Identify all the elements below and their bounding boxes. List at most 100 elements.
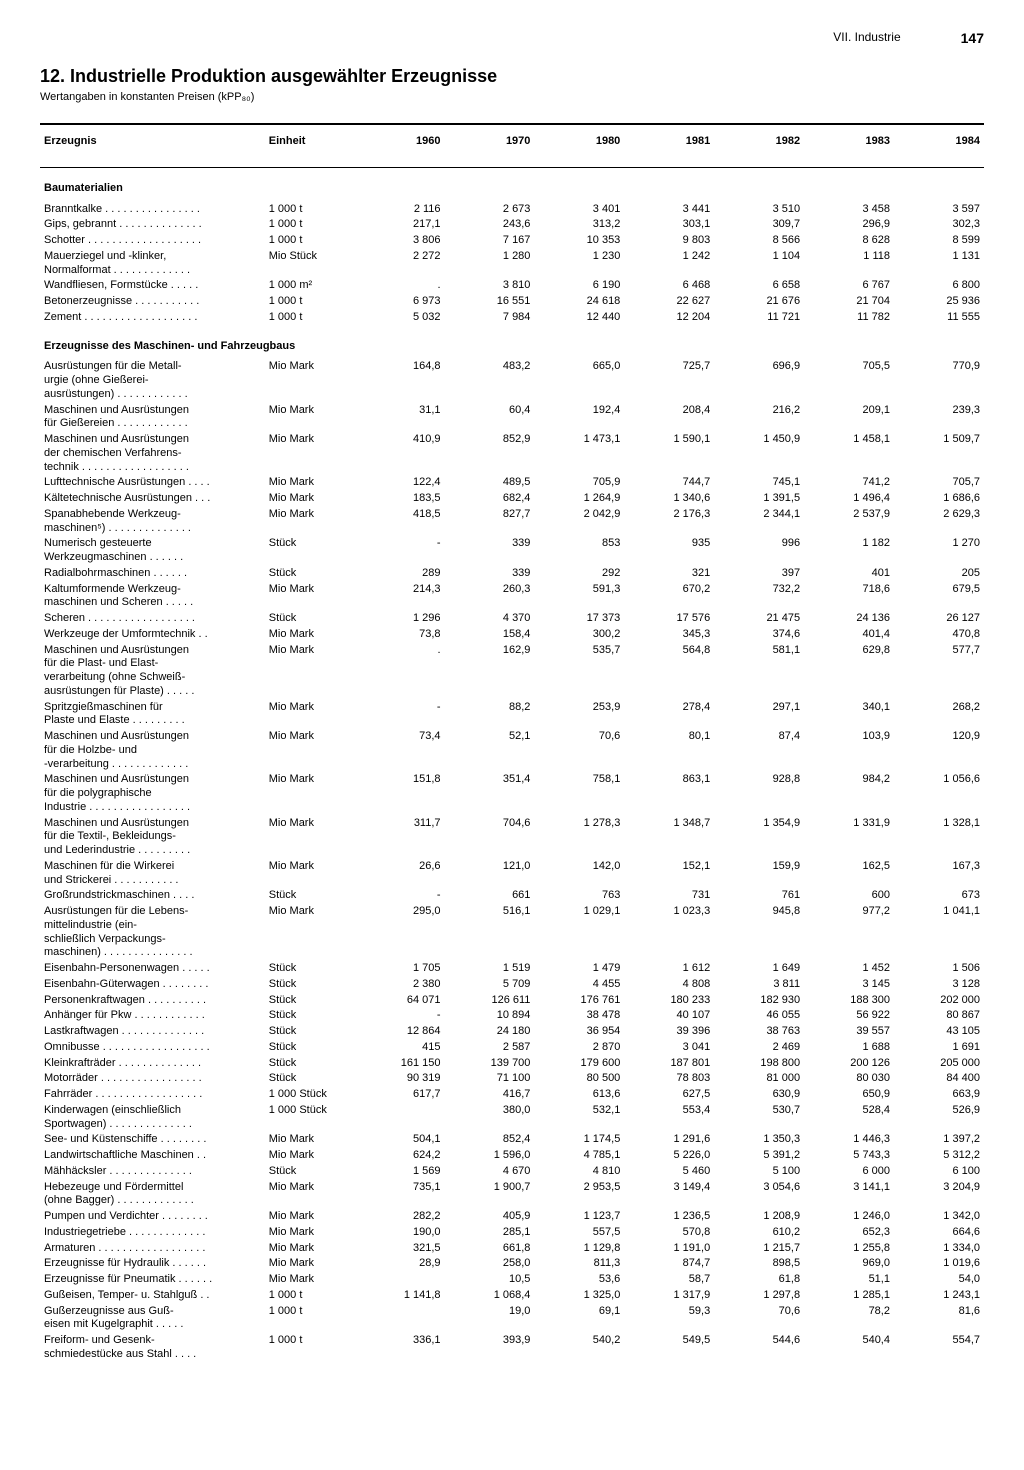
value-cell: 945,8 bbox=[714, 904, 804, 961]
value-cell: 1 182 bbox=[804, 536, 894, 566]
value-cell: 1 174,5 bbox=[534, 1132, 624, 1148]
value-cell: 179 600 bbox=[534, 1056, 624, 1072]
table-row: Kinderwagen (einschließlich Sportwagen) … bbox=[40, 1103, 984, 1133]
value-cell: 6 658 bbox=[714, 278, 804, 294]
table-row: Maschinen und Ausrüstungen der chemische… bbox=[40, 432, 984, 475]
value-cell: 10,5 bbox=[445, 1272, 535, 1288]
value-cell: 214,3 bbox=[355, 582, 445, 612]
unit-cell: Mio Mark bbox=[265, 816, 355, 859]
value-cell: 526,9 bbox=[894, 1103, 984, 1133]
value-cell: 2 587 bbox=[445, 1040, 535, 1056]
value-cell: 16 551 bbox=[445, 294, 535, 310]
table-row: Zement . . . . . . . . . . . . . . . . .… bbox=[40, 310, 984, 326]
product-cell: Scheren . . . . . . . . . . . . . . . . … bbox=[40, 611, 265, 627]
value-cell: 652,3 bbox=[804, 1225, 894, 1241]
value-cell: 664,6 bbox=[894, 1225, 984, 1241]
product-cell: Pumpen und Verdichter . . . . . . . . bbox=[40, 1209, 265, 1225]
value-cell: - bbox=[355, 700, 445, 730]
product-cell: Erzeugnisse für Pneumatik . . . . . . bbox=[40, 1272, 265, 1288]
value-cell: 1 118 bbox=[804, 249, 894, 279]
table-row: Maschinen und Ausrüstungen für Gießereie… bbox=[40, 403, 984, 433]
product-cell: Motorräder . . . . . . . . . . . . . . .… bbox=[40, 1071, 265, 1087]
value-cell: 670,2 bbox=[624, 582, 714, 612]
product-cell: Lufttechnische Ausrüstungen . . . . bbox=[40, 475, 265, 491]
value-cell: 1 280 bbox=[445, 249, 535, 279]
table-row: Maschinen für die Wirkerei und Strickere… bbox=[40, 859, 984, 889]
value-cell: 2 116 bbox=[355, 202, 445, 218]
page-header: VII. Industrie 147 bbox=[40, 30, 984, 46]
value-cell: 705,5 bbox=[804, 359, 894, 402]
value-cell: 1 348,7 bbox=[624, 816, 714, 859]
value-cell: 624,2 bbox=[355, 1148, 445, 1164]
value-cell: 162,9 bbox=[445, 643, 535, 700]
unit-cell: 1 000 Stück bbox=[265, 1087, 355, 1103]
value-cell: 744,7 bbox=[624, 475, 714, 491]
value-cell: 311,7 bbox=[355, 816, 445, 859]
value-cell: 103,9 bbox=[804, 729, 894, 772]
value-cell: 73,4 bbox=[355, 729, 445, 772]
value-cell: 630,9 bbox=[714, 1087, 804, 1103]
product-cell: Armaturen . . . . . . . . . . . . . . . … bbox=[40, 1241, 265, 1257]
table-row: Hebezeuge und Fördermittel (ohne Bagger)… bbox=[40, 1180, 984, 1210]
value-cell: 61,8 bbox=[714, 1272, 804, 1288]
value-cell: 1 041,1 bbox=[894, 904, 984, 961]
value-cell: 80 867 bbox=[894, 1008, 984, 1024]
value-cell: 162,5 bbox=[804, 859, 894, 889]
unit-cell: 1 000 t bbox=[265, 233, 355, 249]
unit-cell: Mio Mark bbox=[265, 1241, 355, 1257]
value-cell: 852,9 bbox=[445, 432, 535, 475]
product-cell: Ausrüstungen für die Metall- urgie (ohne… bbox=[40, 359, 265, 402]
value-cell: 53,6 bbox=[534, 1272, 624, 1288]
value-cell: 1 506 bbox=[894, 961, 984, 977]
value-cell: 25 936 bbox=[894, 294, 984, 310]
product-cell: Maschinen und Ausrüstungen für die Holzb… bbox=[40, 729, 265, 772]
value-cell: 577,7 bbox=[894, 643, 984, 700]
value-cell: 1 325,0 bbox=[534, 1288, 624, 1304]
value-cell: 126 611 bbox=[445, 993, 535, 1009]
table-row: Maschinen und Ausrüstungen für die polyg… bbox=[40, 772, 984, 815]
value-cell: 1 452 bbox=[804, 961, 894, 977]
product-cell: Großrundstrickmaschinen . . . . bbox=[40, 888, 265, 904]
unit-cell: Mio Mark bbox=[265, 432, 355, 475]
product-cell: Erzeugnisse für Hydraulik . . . . . . bbox=[40, 1256, 265, 1272]
table-header-row: Erzeugnis Einheit 1960 1970 1980 1981 19… bbox=[40, 124, 984, 167]
product-cell: Hebezeuge und Fördermittel (ohne Bagger)… bbox=[40, 1180, 265, 1210]
value-cell: 192,4 bbox=[534, 403, 624, 433]
value-cell: 159,9 bbox=[714, 859, 804, 889]
value-cell: 302,3 bbox=[894, 217, 984, 233]
product-cell: Kältetechnische Ausrüstungen . . . bbox=[40, 491, 265, 507]
product-cell: Gußerzeugnisse aus Guß- eisen mit Kugelg… bbox=[40, 1304, 265, 1334]
value-cell: 1 334,0 bbox=[894, 1241, 984, 1257]
value-cell bbox=[355, 1304, 445, 1334]
value-cell: 40 107 bbox=[624, 1008, 714, 1024]
value-cell: 43 105 bbox=[894, 1024, 984, 1040]
value-cell: 36 954 bbox=[534, 1024, 624, 1040]
value-cell: 24 180 bbox=[445, 1024, 535, 1040]
value-cell: 4 455 bbox=[534, 977, 624, 993]
value-cell: 71 100 bbox=[445, 1071, 535, 1087]
table-row: Anhänger für Pkw . . . . . . . . . . . .… bbox=[40, 1008, 984, 1024]
value-cell: 152,1 bbox=[624, 859, 714, 889]
table-row: Omnibusse . . . . . . . . . . . . . . . … bbox=[40, 1040, 984, 1056]
value-cell: 21 676 bbox=[714, 294, 804, 310]
value-cell: 296,9 bbox=[804, 217, 894, 233]
value-cell: 7 167 bbox=[445, 233, 535, 249]
product-cell: Maschinen und Ausrüstungen für die Texti… bbox=[40, 816, 265, 859]
unit-cell: 1 000 Stück bbox=[265, 1103, 355, 1133]
table-row: Ausrüstungen für die Lebens- mittelindus… bbox=[40, 904, 984, 961]
unit-cell: Stück bbox=[265, 977, 355, 993]
value-cell: 69,1 bbox=[534, 1304, 624, 1334]
page-title: 12. Industrielle Produktion ausgewählter… bbox=[40, 66, 984, 87]
product-cell: Kleinkrafträder . . . . . . . . . . . . … bbox=[40, 1056, 265, 1072]
value-cell: 591,3 bbox=[534, 582, 624, 612]
value-cell: 2 380 bbox=[355, 977, 445, 993]
col-year: 1984 bbox=[894, 124, 984, 167]
value-cell: 1 900,7 bbox=[445, 1180, 535, 1210]
value-cell: 188 300 bbox=[804, 993, 894, 1009]
value-cell: 198 800 bbox=[714, 1056, 804, 1072]
value-cell: 6 973 bbox=[355, 294, 445, 310]
value-cell: 811,3 bbox=[534, 1256, 624, 1272]
unit-cell: 1 000 t bbox=[265, 202, 355, 218]
value-cell: . bbox=[355, 643, 445, 700]
value-cell: 22 627 bbox=[624, 294, 714, 310]
